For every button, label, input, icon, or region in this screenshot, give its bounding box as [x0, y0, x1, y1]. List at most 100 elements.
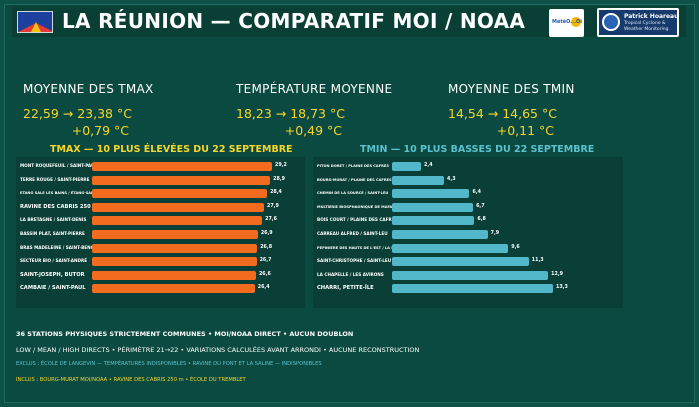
station-name: MULTIERIE BIOSPHAONIQUE DE MAFALA / SAIN…: [317, 204, 392, 209]
value-label: 12,9: [551, 271, 563, 277]
ranking-row: MONT ROQUEFEUIL / SAINT-PAUL 29,2: [16, 161, 305, 171]
value-bar: [392, 189, 470, 199]
value-bar: [392, 230, 488, 239]
ranking-row: BOURG-MURAT / PLAINE DES CAFRES 4,3: [313, 175, 623, 185]
station-name: PEPINIERE DES HAUTS DE L'EST / LA PLAINE: [317, 245, 392, 250]
value-label: 6,4: [472, 190, 481, 196]
value-label: 9,6: [511, 244, 520, 250]
stat-tmin: MOYENNE DES TMIN 14,54 → 14,65 °C +0,11 …: [448, 82, 648, 138]
tmax-section-title: TMAX — 10 PLUS ÉLEVÉES DU 22 SEPTEMBRE: [50, 144, 293, 155]
value-label: 26,9: [260, 231, 273, 236]
station-name: RAVINE DES CABRIS 250 M: [20, 203, 92, 210]
value-bar: [92, 230, 258, 239]
station-name: SAINT-JOSEPH, BUTOR: [20, 271, 85, 278]
value-label: 7,9: [490, 231, 500, 236]
cyclone-icon: [602, 13, 620, 31]
stat-delta: +0,11 °C: [496, 123, 554, 138]
value-label: 27,9: [266, 203, 279, 209]
footer-note-excluded: EXCLUS : ÉCOLE DE LANGEVIN — TEMPÉRATURE…: [16, 361, 322, 367]
value-bar: [392, 284, 553, 294]
value-label: 11,3: [531, 258, 544, 264]
station-name: PITON DORET / PLAINE DES CAFRES: [317, 164, 389, 168]
station-name: BASSIN PLAT, SAINT-PIERRE: [20, 231, 85, 236]
value-label: 26,8: [260, 244, 273, 250]
tmin-ranking-panel: PITON DORET / PLAINE DES CAFRES 2,4 BOURG-…: [313, 157, 623, 308]
value-bar: [392, 243, 509, 253]
brand-subtitle: Tropical Cyclone & Weather Monitoring: [624, 21, 669, 32]
meteo-oi-logo: MétéO...Oi: [549, 9, 584, 37]
ranking-row: MULTIERIE BIOSPHAONIQUE DE MAFALA / SAIN…: [313, 202, 623, 212]
ranking-row: PEPINIERE DES HAUTS DE L'EST / LA PLAINE…: [313, 243, 623, 253]
value-bar: [92, 216, 263, 226]
station-name: CHEMIN DE LA SOURCE / SAINT-LEU: [317, 191, 389, 196]
value-bar: [92, 270, 256, 280]
value-label: 13,3: [556, 285, 568, 291]
ranking-row: TERRE ROUGE / SAINT-PIERRE 28,9: [16, 175, 305, 185]
ranking-row: BRAS MADELEINE / SAINT-BENOIT 26,8: [16, 243, 305, 253]
value-bar: [92, 162, 272, 171]
station-name: TERRE ROUGE / SAINT-PIERRE: [20, 176, 90, 182]
station-name: LA BRETAGNE / SAINT-DENIS: [20, 217, 87, 223]
value-bar: [392, 175, 445, 185]
stat-range: 22,59 → 23,38 °C: [23, 106, 132, 121]
value-label: 26,6: [258, 271, 271, 277]
stat-label: MOYENNE DES TMIN: [448, 82, 575, 96]
footer-note-stations: 36 STATIONS PHYSIQUES STRICTEMENT COMMUN…: [16, 330, 354, 338]
ranking-row: RAVINE DES CABRIS 250 M 27,9: [16, 202, 305, 212]
stat-delta: +0,79 °C: [71, 123, 129, 138]
footer-note-included: INCLUS : BOURG-MURAT MOI/NOAA • RAVINE D…: [16, 377, 246, 383]
ranking-row: CARREAU ALFRED / SAINT-LEU 7,9: [313, 229, 623, 239]
ranking-row: CAMBAIE / SAINT-PAUL 26,4: [16, 283, 305, 294]
ranking-row: CHEMIN DE LA SOURCE / SAINT-LEU 6,4: [313, 188, 623, 199]
value-bar: [92, 202, 264, 212]
value-bar: [392, 257, 529, 267]
tmax-ranking-panel: MONT ROQUEFEUIL / SAINT-PAUL 29,2 TERRE RO…: [16, 157, 305, 308]
brand-logo: Patrick Hoareau Tropical Cyclone & Weath…: [597, 8, 679, 37]
ranking-row: LA BRETAGNE / SAINT-DENIS 27,6: [16, 215, 305, 226]
station-name: BRAS MADELEINE / SAINT-BENOIT: [20, 244, 92, 250]
stat-delta: +0,49 °C: [284, 123, 342, 138]
station-name: CAMBAIE / SAINT-PAUL: [20, 285, 86, 292]
ranking-row: SAINT-JOSEPH, BUTOR 26,6: [16, 270, 305, 280]
station-name: BOIS COURT / PLAINE DES CAFRES: [317, 217, 392, 223]
value-bar: [92, 243, 258, 253]
value-label: 26,4: [257, 285, 270, 291]
ranking-row: SAINT-CHRISTOPHE / SAINT-LEU 11,3: [313, 256, 623, 267]
brand-name: Patrick Hoareau: [624, 13, 679, 20]
meteo-logo-text: MétéO...Oi: [552, 19, 582, 25]
value-label: 28,9: [273, 176, 285, 182]
value-label: 6,7: [476, 203, 485, 209]
stat-range: 18,23 → 18,73 °C: [236, 106, 345, 121]
station-name: LA CHAPELLE / LES AVIRONS: [317, 271, 384, 277]
value-label: 4,3: [447, 176, 456, 182]
value-bar: [392, 216, 475, 226]
ranking-row: SECTEUR BIO / SAINT-ANDRÉ 26,7: [16, 256, 305, 267]
value-bar: [92, 284, 255, 294]
ranking-row: PITON DORET / PLAINE DES CAFRES 2,4: [313, 161, 623, 171]
value-bar: [92, 189, 268, 199]
ranking-row: LA CHAPELLE / LES AVIRONS 12,9: [313, 270, 623, 280]
value-label: 6,8: [477, 217, 486, 223]
value-label: 29,2: [275, 163, 287, 168]
value-bar: [392, 202, 474, 212]
stat-mean: TEMPÉRATURE MOYENNE 18,23 → 18,73 °C +0,…: [236, 82, 436, 138]
station-name: SECTEUR BIO / SAINT-ANDRÉ: [20, 258, 88, 264]
station-name: SAINT-CHRISTOPHE / SAINT-LEU: [317, 258, 392, 264]
tmin-section-title: TMIN — 10 PLUS BASSES DU 22 SEPTEMBRE: [360, 144, 595, 155]
stat-label: MOYENNE DES TMAX: [23, 82, 154, 96]
stat-label: TEMPÉRATURE MOYENNE: [236, 82, 393, 96]
value-label: 2,4: [424, 163, 433, 168]
value-bar: [92, 175, 271, 185]
reunion-flag-icon: [17, 11, 53, 33]
value-bar: [392, 162, 422, 171]
station-name: ETANG SALE LES BAINS / ÉTANG-SALÉ: [20, 191, 92, 196]
ranking-row: BOIS COURT / PLAINE DES CAFRES 6,8: [313, 215, 623, 226]
station-name: MONT ROQUEFEUIL / SAINT-PAUL: [20, 163, 92, 168]
station-name: BOURG-MURAT / PLAINE DES CAFRES: [317, 177, 392, 182]
station-name: CARREAU ALFRED / SAINT-LEU: [317, 231, 388, 236]
value-label: 27,6: [265, 217, 277, 223]
value-label: 26,7: [259, 258, 272, 264]
ranking-row: BASSIN PLAT, SAINT-PIERRE 26,9: [16, 229, 305, 239]
footer-note-method: LOW / MEAN / HIGH DIRECTS • PÉRIMÈTRE 21…: [16, 346, 420, 354]
page-title: LA RÉUNION — COMPARATIF MOI / NOAA: [62, 9, 526, 33]
